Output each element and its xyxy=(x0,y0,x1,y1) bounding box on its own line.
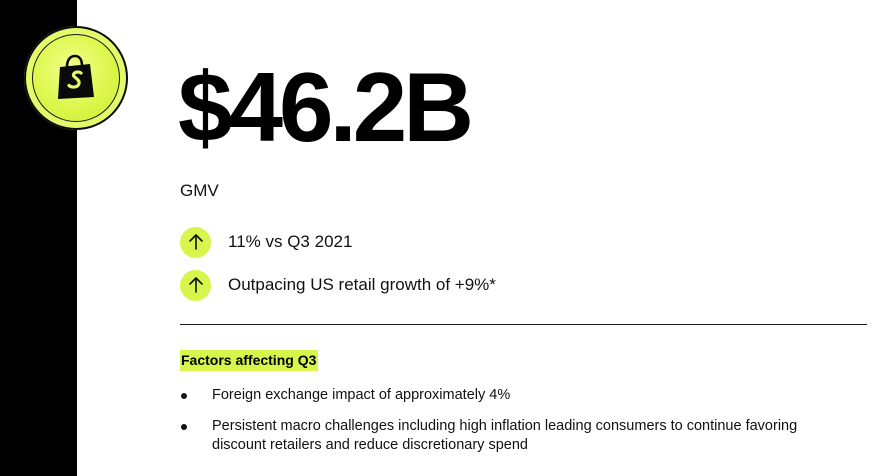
list-item-text: Persistent macro challenges including hi… xyxy=(212,418,798,453)
list-item: Foreign exchange impact of approximately… xyxy=(180,386,840,405)
factors-heading: Factors affecting Q3 xyxy=(180,350,319,371)
stat-text: Outpacing US retail growth of +9%* xyxy=(228,275,496,294)
list-item: Persistent macro challenges including hi… xyxy=(180,417,840,455)
gmv-headline-value: $46.2B xyxy=(178,52,474,162)
stat-row-yoy: 11% vs Q3 2021 xyxy=(180,226,352,258)
factors-list: Foreign exchange impact of approximately… xyxy=(180,386,840,467)
stat-row-retail: Outpacing US retail growth of +9%* xyxy=(180,269,496,301)
arrow-up-icon xyxy=(180,226,211,258)
shopify-bag-icon xyxy=(58,54,94,99)
gmv-label: GMV xyxy=(180,181,219,200)
stat-text: 11% vs Q3 2021 xyxy=(228,232,353,251)
logo-badge xyxy=(24,26,128,130)
section-divider xyxy=(180,324,867,325)
arrow-up-icon xyxy=(180,269,211,301)
bullet-icon xyxy=(181,424,187,430)
bullet-icon xyxy=(181,393,187,399)
list-item-text: Foreign exchange impact of approximately… xyxy=(212,387,511,403)
